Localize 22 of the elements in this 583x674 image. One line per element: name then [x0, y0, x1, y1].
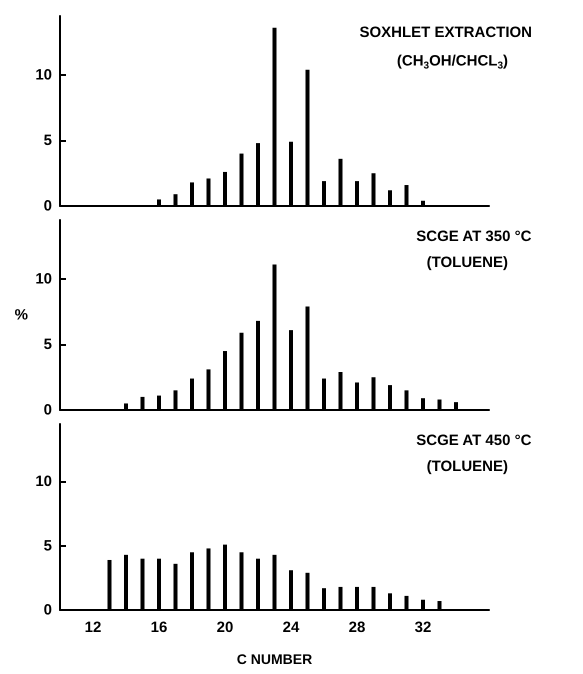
text: SOXHLET EXTRACTION [359, 24, 532, 41]
x-tick-label: 28 [348, 619, 366, 636]
x-axis-title: C NUMBER [236, 651, 312, 667]
text: (TOLUENE) [426, 254, 508, 271]
y-tick-label: 0 [44, 402, 52, 418]
text: SCGE AT 350 °C [416, 228, 532, 245]
y-tick-label: 5 [44, 336, 52, 353]
x-tick-label: 32 [414, 619, 432, 636]
y-tick-label: 5 [44, 537, 52, 554]
text: (TOLUENE) [426, 458, 508, 475]
y-tick-label: 10 [35, 270, 52, 288]
x-tick-label: 24 [282, 619, 300, 636]
x-tick-label: 20 [216, 619, 234, 636]
y-tick-label: 0 [44, 198, 52, 214]
y-tick-label: 10 [35, 66, 52, 84]
x-tick-label: 12 [84, 619, 102, 636]
y-axis-title: % [14, 306, 28, 324]
y-tick-label: 10 [35, 473, 52, 490]
x-tick-label: 16 [150, 619, 168, 636]
text: SCGE AT 450 °C [416, 432, 532, 449]
y-tick-label: 5 [44, 132, 52, 149]
y-tick-label: 0 [44, 602, 52, 618]
